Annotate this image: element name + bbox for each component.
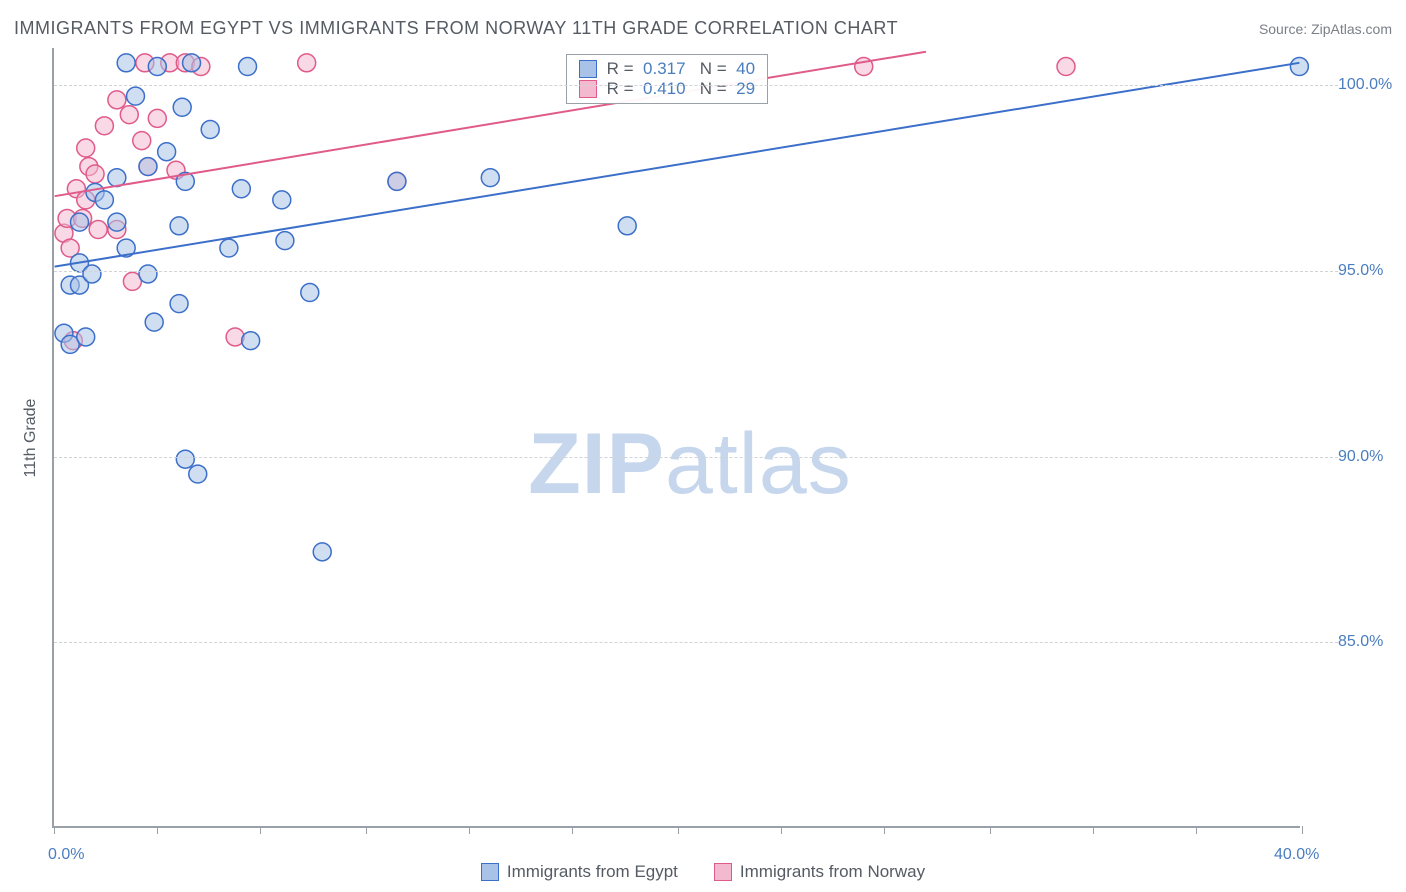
data-point bbox=[239, 58, 257, 76]
y-axis-label: 11th Grade bbox=[22, 399, 40, 478]
data-point bbox=[173, 98, 191, 116]
data-point bbox=[139, 265, 157, 283]
data-point bbox=[201, 121, 219, 139]
bottom-legend: Immigrants from Egypt Immigrants from No… bbox=[0, 862, 1406, 882]
data-point bbox=[95, 117, 113, 135]
grid-line bbox=[54, 271, 1338, 272]
data-point bbox=[86, 165, 104, 183]
x-tick bbox=[260, 826, 261, 834]
x-tick bbox=[54, 826, 55, 834]
x-tick bbox=[781, 826, 782, 834]
swatch-blue bbox=[481, 863, 499, 881]
grid-line bbox=[54, 85, 1338, 86]
data-point bbox=[108, 213, 126, 231]
data-point bbox=[77, 139, 95, 157]
data-point bbox=[133, 132, 151, 150]
x-tick bbox=[884, 826, 885, 834]
legend-box: R = 0.317 N = 40 R = 0.410 N = 29 bbox=[566, 54, 768, 104]
legend-row-2: R = 0.410 N = 29 bbox=[579, 79, 755, 99]
x-tick bbox=[1196, 826, 1197, 834]
data-point bbox=[145, 313, 163, 331]
data-point bbox=[95, 191, 113, 209]
data-point bbox=[139, 158, 157, 176]
bottom-legend-label: Immigrants from Norway bbox=[740, 862, 925, 882]
bottom-legend-item-2: Immigrants from Norway bbox=[714, 862, 925, 882]
data-point bbox=[1290, 58, 1308, 76]
data-point bbox=[220, 239, 238, 257]
bottom-legend-label: Immigrants from Egypt bbox=[507, 862, 678, 882]
data-point bbox=[120, 106, 138, 124]
data-point bbox=[83, 265, 101, 283]
data-point bbox=[176, 450, 194, 468]
swatch-pink bbox=[714, 863, 732, 881]
data-point bbox=[481, 169, 499, 187]
legend-row-1: R = 0.317 N = 40 bbox=[579, 59, 755, 79]
y-tick-label: 85.0% bbox=[1338, 633, 1398, 651]
x-tick bbox=[1093, 826, 1094, 834]
data-point bbox=[298, 54, 316, 72]
data-point bbox=[108, 91, 126, 109]
grid-line bbox=[54, 642, 1338, 643]
data-point bbox=[77, 328, 95, 346]
chart-title: IMMIGRANTS FROM EGYPT VS IMMIGRANTS FROM… bbox=[14, 18, 898, 39]
data-point bbox=[127, 87, 145, 105]
x-tick bbox=[572, 826, 573, 834]
x-tick bbox=[157, 826, 158, 834]
data-point bbox=[242, 332, 260, 350]
swatch-pink bbox=[579, 80, 597, 98]
x-tick bbox=[990, 826, 991, 834]
data-point bbox=[313, 543, 331, 561]
data-point bbox=[273, 191, 291, 209]
data-point bbox=[158, 143, 176, 161]
data-point bbox=[232, 180, 250, 198]
grid-line bbox=[54, 457, 1338, 458]
x-tick bbox=[366, 826, 367, 834]
data-point bbox=[189, 465, 207, 483]
data-point bbox=[1057, 58, 1075, 76]
y-tick-label: 95.0% bbox=[1338, 262, 1398, 280]
data-point bbox=[301, 284, 319, 302]
x-tick bbox=[678, 826, 679, 834]
swatch-blue bbox=[579, 60, 597, 78]
data-point bbox=[276, 232, 294, 250]
chart-svg bbox=[54, 48, 1300, 826]
data-point bbox=[89, 221, 107, 239]
x-tick bbox=[469, 826, 470, 834]
legend-text: R = 0.317 N = 40 bbox=[607, 59, 755, 79]
data-point bbox=[117, 54, 135, 72]
y-tick-label: 100.0% bbox=[1338, 76, 1398, 94]
data-point bbox=[388, 172, 406, 190]
data-point bbox=[183, 54, 201, 72]
source-label: Source: ZipAtlas.com bbox=[1259, 21, 1392, 37]
data-point bbox=[148, 58, 166, 76]
x-tick bbox=[1302, 826, 1303, 834]
plot-area: ZIPatlas R = 0.317 N = 40 R = 0.410 N = … bbox=[52, 48, 1300, 828]
bottom-legend-item-1: Immigrants from Egypt bbox=[481, 862, 678, 882]
legend-text: R = 0.410 N = 29 bbox=[607, 79, 755, 99]
data-point bbox=[170, 217, 188, 235]
data-point bbox=[618, 217, 636, 235]
y-tick-label: 90.0% bbox=[1338, 448, 1398, 466]
data-point bbox=[148, 109, 166, 127]
data-point bbox=[170, 295, 188, 313]
data-point bbox=[71, 213, 89, 231]
